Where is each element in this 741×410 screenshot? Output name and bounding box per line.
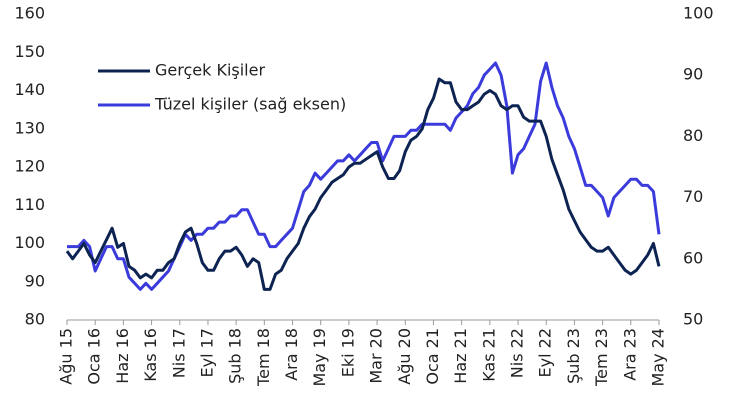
y2-tick-label: 60 [683,248,703,267]
series-line [67,61,661,291]
x-tick-label: Eki 19 [338,328,357,377]
x-tick-label: Ağu 15 [57,328,76,385]
x-tick-label: Eyl 22 [536,328,555,377]
y2-tick-label: 80 [683,126,703,145]
x-tick-label: Ara 18 [282,328,301,381]
legend-label: Gerçek Kişiler [155,61,265,80]
x-tick-label: Haz 16 [113,328,132,384]
x-tick-label: Kas 16 [141,328,160,382]
y-tick-label: 80 [25,310,45,329]
y-tick-label: 110 [14,195,45,214]
y-tick-label: 150 [14,42,45,61]
x-tick-label: May 19 [310,328,329,387]
x-tick-label: Mar 20 [367,328,386,384]
y-tick-label: 120 [14,157,45,176]
legend-label: Tüzel kişiler (sağ eksen) [154,95,346,114]
x-tick-label: Ağu 20 [395,328,414,385]
y-tick-label: 130 [14,118,45,137]
x-tick-label: Tem 18 [254,328,273,387]
x-tick-label: May 24 [649,328,668,387]
x-tick-label: Nis 17 [169,328,188,378]
x-tick-label: Nis 22 [508,328,527,378]
x-tick-label: Şub 18 [226,328,245,384]
y-tick-label: 90 [25,271,45,290]
y-tick-label: 140 [14,80,45,99]
y2-tick-label: 100 [683,4,714,23]
series-line [65,77,661,291]
x-tick-label: Şub 23 [564,328,583,384]
x-tick-label: Tem 23 [592,328,611,387]
x-tick-label: Oca 16 [85,328,104,385]
x-tick-label: Haz 21 [451,328,470,384]
y-tick-label: 100 [14,233,45,252]
y2-tick-label: 70 [683,187,703,206]
x-tick-label: Ara 23 [620,328,639,381]
x-tick-label: Kas 21 [479,328,498,382]
y2-tick-label: 50 [683,310,703,329]
x-tick-label: Oca 21 [423,328,442,385]
y2-tick-label: 90 [683,65,703,84]
x-tick-label: Eyl 17 [197,328,216,377]
y-tick-label: 160 [14,4,45,23]
